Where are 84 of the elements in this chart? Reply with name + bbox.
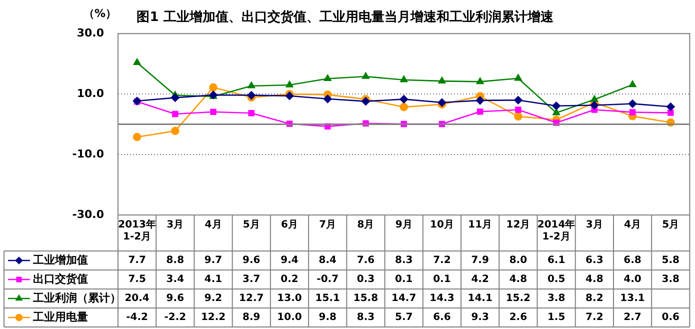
data-label: -2.2: [164, 312, 186, 324]
data-label: 8.0: [509, 255, 528, 266]
data-label: 6.6: [433, 312, 451, 324]
legend-label: 工业利润（累计）: [32, 291, 121, 304]
data-label: 8.3: [394, 255, 413, 266]
data-label: 0.5: [547, 274, 566, 286]
data-label: 1.5: [547, 312, 566, 324]
data-label: 15.8: [353, 293, 378, 304]
data-label: 8.9: [242, 312, 260, 324]
data-label: 12.7: [239, 293, 264, 304]
data-label: 9.6: [242, 255, 260, 266]
data-label: 9.7: [204, 255, 222, 266]
data-label: 4.1: [204, 274, 222, 286]
data-label: 0.3: [356, 274, 375, 286]
data-label: 13.1: [620, 293, 645, 304]
data-label: 3.8: [547, 293, 566, 304]
x-tick-label: 4月: [624, 220, 642, 231]
data-label: 5.7: [394, 312, 413, 324]
data-label: 7.2: [433, 255, 451, 266]
data-label: 3.7: [242, 274, 260, 286]
data-label: 14.7: [392, 293, 416, 304]
legend-label: 工业增加值: [32, 253, 88, 266]
data-label: 7.6: [356, 255, 375, 266]
x-tick-label: 4月: [204, 220, 222, 231]
data-label: 7.7: [128, 255, 146, 266]
x-tick-label: 11月: [468, 220, 492, 231]
data-label: 8.4: [318, 255, 337, 266]
x-tick-label: 6月: [281, 220, 298, 231]
data-label: 0.2: [280, 274, 298, 286]
data-label: 15.1: [315, 293, 340, 304]
x-tick-label: 2014年 1-2月: [537, 218, 576, 243]
data-label: 2.7: [624, 312, 642, 324]
data-label: 14.3: [430, 293, 454, 304]
data-label: 4.8: [509, 274, 528, 286]
data-label: 9.6: [166, 293, 184, 304]
data-label: 10.0: [277, 312, 302, 324]
data-label: 6.3: [586, 255, 604, 266]
data-label: 8.2: [586, 293, 604, 304]
x-tick-label: 3月: [586, 220, 603, 231]
y-tick-label: 30.0: [76, 26, 104, 40]
y-axis-title: （%）: [83, 6, 117, 20]
data-label: 12.2: [200, 312, 226, 324]
x-tick-label: 7月: [319, 220, 336, 231]
data-label: 0.1: [433, 274, 451, 286]
data-label: 9.4: [280, 255, 298, 266]
y-tick-label: 10.0: [76, 86, 104, 100]
data-label: 7.2: [586, 312, 604, 324]
data-label: 9.8: [318, 312, 337, 324]
x-tick-label: 10月: [430, 220, 454, 231]
data-label: 7.5: [128, 274, 146, 286]
data-label: 4.0: [624, 274, 642, 286]
x-tick-label: 5月: [242, 220, 260, 231]
data-label: 4.8: [586, 274, 604, 286]
data-label: -4.2: [126, 312, 148, 324]
data-label: 9.2: [204, 293, 222, 304]
x-tick-label: 5月: [662, 220, 680, 231]
data-label: 6.8: [624, 255, 642, 266]
chart-title: 图1 工业增加值、出口交货值、工业用电量当月增速和工业利润累计增速: [136, 9, 554, 26]
data-label: 13.0: [277, 293, 302, 304]
legend-label: 出口交货值: [33, 272, 88, 286]
data-label: 15.2: [506, 293, 531, 304]
data-label: 8.8: [166, 255, 184, 266]
x-tick-label: 3月: [166, 220, 184, 231]
x-tick-label: 9月: [395, 220, 412, 231]
data-label: -0.7: [316, 274, 339, 286]
x-tick-label: 2013年 1-2月: [118, 218, 156, 243]
data-label: 3.4: [166, 274, 184, 286]
legend-label: 工业用电量: [32, 310, 88, 324]
data-label: 20.4: [124, 293, 150, 304]
data-label: 6.1: [547, 255, 566, 266]
x-tick-label: 12月: [506, 220, 530, 231]
data-label: 8.3: [356, 312, 375, 324]
data-label: 3.8: [662, 274, 680, 286]
data-label: 5.8: [662, 255, 680, 266]
data-label: 0.6: [662, 312, 680, 324]
data-label: 4.2: [471, 274, 489, 286]
x-tick-label: 8月: [357, 220, 374, 231]
data-label: 14.1: [468, 293, 492, 304]
data-label: 0.1: [394, 274, 413, 286]
y-tick-label: -10.0: [72, 147, 104, 160]
data-label: 9.3: [471, 312, 489, 324]
data-label: 7.9: [471, 255, 489, 266]
y-tick-label: -30.0: [72, 208, 104, 221]
data-label: 2.6: [509, 312, 528, 324]
